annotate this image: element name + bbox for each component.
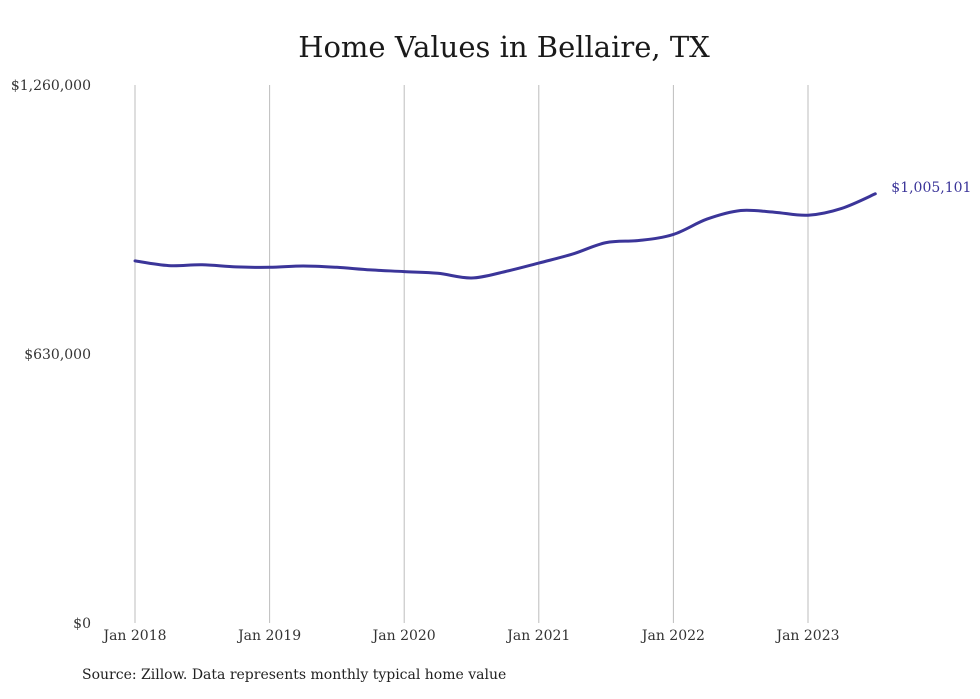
x-axis: Jan 2018 Jan 2019 Jan 2020 Jan 2021 Jan 2022…	[101, 628, 839, 644]
x-tick-label: Jan 2018	[101, 628, 166, 644]
source-note: Source: Zillow. Data represents monthly …	[82, 667, 507, 683]
y-tick-label: $630,000	[24, 347, 91, 363]
x-tick-label: Jan 2022	[640, 628, 705, 644]
x-tick-label: Jan 2019	[236, 628, 301, 644]
end-value-label: $1,005,101	[891, 180, 971, 196]
series-group: $1,005,101	[133, 180, 971, 280]
chart-title: Home Values in Bellaire, TX	[298, 30, 710, 64]
x-tick-label: Jan 2023	[774, 628, 839, 644]
series-line	[133, 192, 877, 280]
x-tick-label: Jan 2020	[371, 628, 436, 644]
y-axis: $0 $630,000 $1,260,000	[11, 78, 91, 632]
y-tick-label: $1,260,000	[11, 78, 91, 94]
gridlines	[134, 85, 809, 623]
y-tick-label: $0	[73, 616, 91, 632]
x-tick-label: Jan 2021	[505, 628, 570, 644]
